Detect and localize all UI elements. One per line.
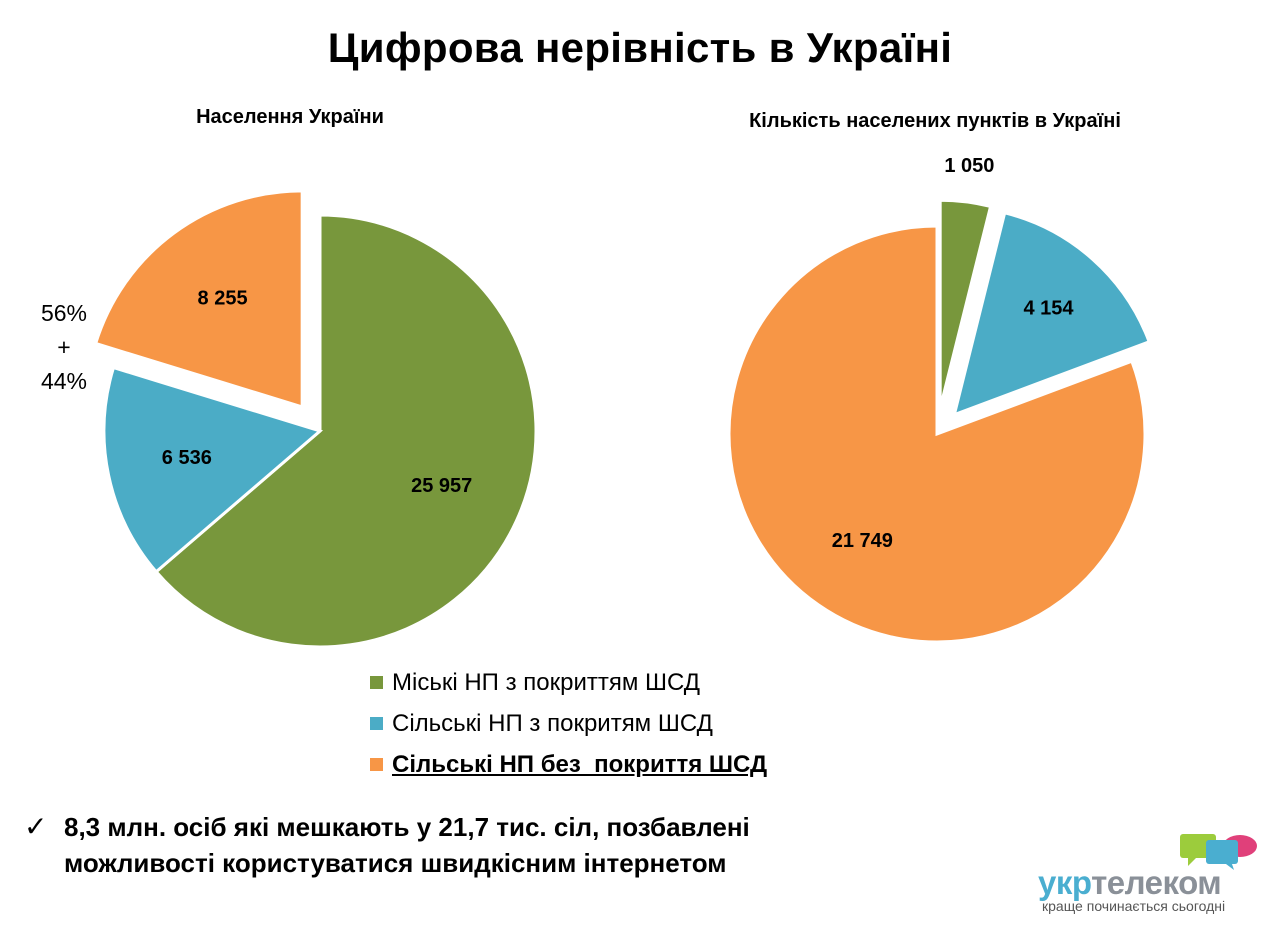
- data-label: 4 154: [1023, 297, 1074, 319]
- pie-slice: [727, 224, 1147, 644]
- annotation-line-3: 44%: [40, 368, 88, 394]
- pie-chart-population: 25 957 6 536 8 255: [93, 189, 538, 649]
- pie-slice: [938, 198, 993, 409]
- brand-name: укртелеком: [1038, 864, 1222, 902]
- brand-name-part2: телеком: [1091, 864, 1222, 901]
- brand-logo: укртелеком краще починається сьогодні: [1030, 826, 1270, 916]
- pie-slice: [952, 210, 1152, 418]
- data-label: 6 536: [162, 447, 212, 469]
- percent-annotation: 56% + 44%: [30, 296, 98, 398]
- pie-slice: [93, 189, 304, 409]
- data-label: 8 255: [198, 287, 248, 309]
- speech-bubbles-logo-icon: [1180, 834, 1257, 870]
- brand-slogan: краще починається сьогодні: [1042, 898, 1226, 914]
- legend-label: Сільські НП з покритям ШСД: [392, 709, 713, 737]
- annotation-line-2: +: [57, 334, 71, 360]
- pie-slice: [102, 365, 324, 574]
- annotation-line-1: 56%: [40, 300, 88, 326]
- conclusion-text: 8,3 млн. осіб які мешкають у 21,7 тис. с…: [64, 812, 750, 878]
- legend-swatch: [370, 758, 383, 771]
- checkmark-icon: ✓: [24, 811, 48, 842]
- chart-title-settlements: Кількість населених пунктів в Україні: [749, 110, 1121, 132]
- legend-item: Сільські НП з покритям ШСД: [370, 703, 767, 744]
- pie-slice: [154, 213, 538, 649]
- legend-label: Міські НП з покриттям ШСД: [392, 668, 701, 696]
- data-label: 1 050: [944, 155, 994, 177]
- chart-legend: Міські НП з покриттям ШСД Сільські НП з п…: [370, 662, 767, 785]
- legend-label: Сільські НП без покриття ШСД: [392, 750, 768, 778]
- legend-item: Міські НП з покриттям ШСД: [370, 662, 767, 703]
- pie-chart-settlements: 1 050 4 154 21 749: [727, 155, 1152, 644]
- legend-swatch: [370, 717, 383, 730]
- legend-swatch: [370, 676, 383, 689]
- chart-title-population: Населення України: [196, 106, 384, 128]
- page-title: Цифрова нерівність в Україні: [327, 24, 953, 71]
- data-label: 21 749: [832, 530, 893, 552]
- legend-item: Сільські НП без покриття ШСД: [370, 744, 767, 785]
- data-label: 25 957: [411, 475, 472, 497]
- brand-name-part1: укр: [1038, 864, 1092, 901]
